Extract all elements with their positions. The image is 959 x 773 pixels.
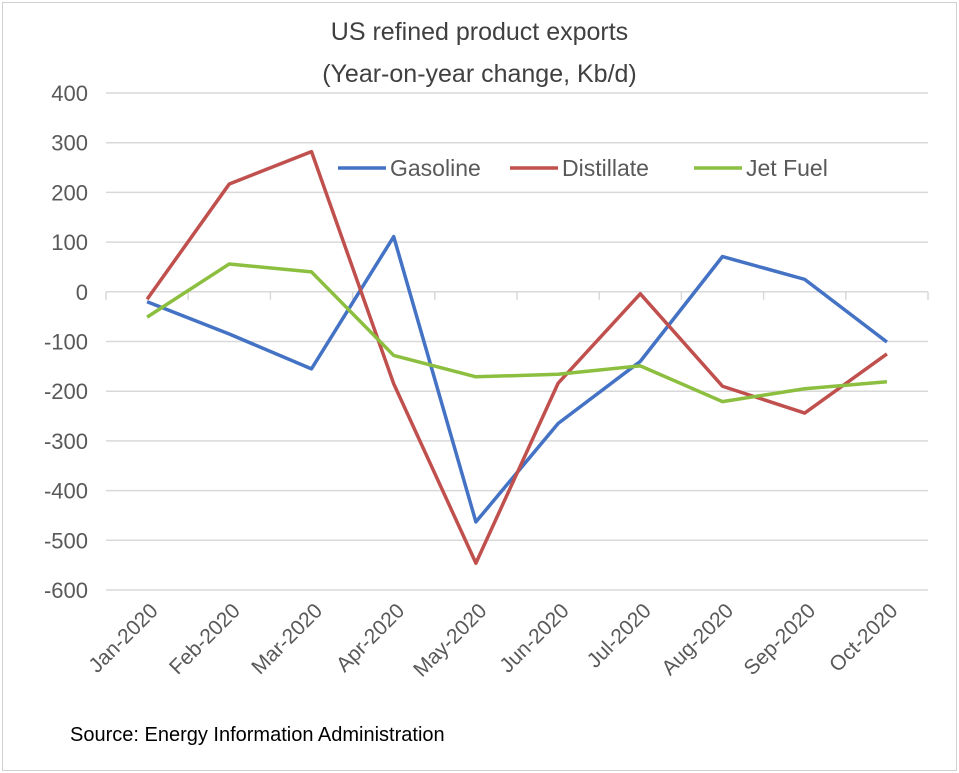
source-note: Source: Energy Information Administratio…	[70, 724, 445, 746]
x-tick-label: May-2020	[409, 599, 491, 681]
x-tick-label: Apr-2020	[332, 599, 409, 676]
x-tick-label: Mar-2020	[247, 599, 327, 679]
y-tick-label: 200	[51, 180, 88, 205]
y-tick-label: 0	[76, 280, 88, 305]
x-tick-label: Jul-2020	[583, 599, 656, 672]
y-tick-label: 300	[51, 131, 88, 156]
y-tick-label: -300	[44, 429, 88, 454]
series-line-jet-fuel	[146, 262, 888, 404]
chart-title: US refined product exports	[330, 18, 629, 46]
legend-label: Gasoline	[390, 155, 481, 181]
x-tick-label: Oct-2020	[825, 599, 902, 676]
y-tick-label: -400	[44, 479, 88, 504]
y-tick-label: -200	[44, 379, 88, 404]
x-tick-label: Aug-2020	[657, 599, 738, 680]
x-tick-label: Jun-2020	[495, 599, 573, 677]
y-tick-label: -500	[44, 528, 88, 553]
x-tick-label: Jan-2020	[84, 599, 162, 677]
x-tick-label: Sep-2020	[740, 599, 821, 680]
x-tick-label: Feb-2020	[165, 599, 245, 679]
y-tick-label: -100	[44, 330, 88, 355]
series-line-distillate	[145, 149, 888, 565]
y-tick-label: 400	[51, 81, 88, 106]
legend-label: Distillate	[562, 155, 649, 181]
chart-subtitle: (Year-on-year change, Kb/d)	[322, 60, 637, 88]
series-line-gasoline	[146, 234, 888, 524]
legend-label: Jet Fuel	[746, 155, 828, 181]
y-tick-label: 100	[51, 230, 88, 255]
y-tick-label: -600	[44, 578, 88, 603]
